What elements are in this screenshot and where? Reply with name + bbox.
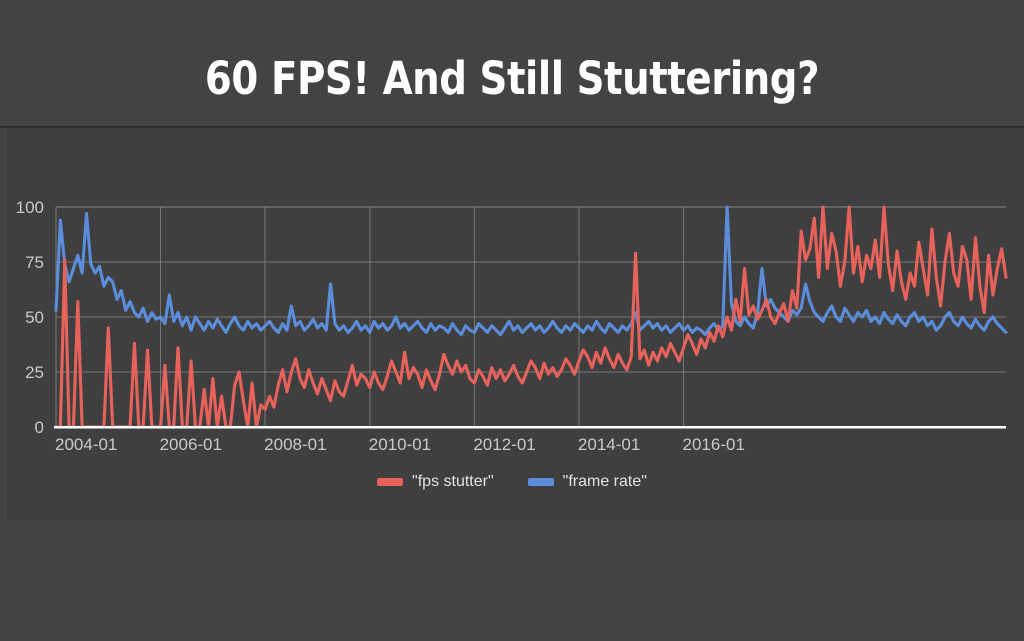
title-divider <box>0 126 1024 128</box>
x-tick-label: 2006-01 <box>160 435 222 454</box>
y-tick-label: 25 <box>25 363 44 382</box>
y-tick-label: 0 <box>35 418 44 437</box>
y-tick-label: 100 <box>16 198 44 217</box>
x-axis-tick-labels: 2004-01 2006-01 2008-01 2010-01 2012-01 2014-… <box>55 435 745 454</box>
x-tick-label: 2014-01 <box>578 435 640 454</box>
y-tick-label: 75 <box>25 253 44 272</box>
x-tick-label: 2004-01 <box>55 435 117 454</box>
x-tick-label: 2008-01 <box>264 435 326 454</box>
chart-series-group <box>54 205 1008 429</box>
legend-swatch-icon <box>377 478 404 486</box>
series-line-frame-rate <box>54 205 1008 337</box>
series-line-fps-stutter <box>54 205 1008 429</box>
y-tick-label: 50 <box>25 308 44 327</box>
y-axis-tick-labels: 0 25 50 75 100 <box>16 198 44 437</box>
page-title: 60 FPS! And Still Stuttering? <box>204 52 820 105</box>
x-tick-label: 2012-01 <box>473 435 535 454</box>
x-tick-label: 2016-01 <box>683 435 745 454</box>
legend-swatch-icon <box>527 478 554 486</box>
chart-legend: "fps stutter" "frame rate" <box>0 473 1024 491</box>
legend-label: "frame rate" <box>562 473 647 490</box>
legend-item[interactable]: "frame rate" <box>527 473 647 491</box>
title-band: 60 FPS! And Still Stuttering? <box>0 0 1024 127</box>
legend-label: "fps stutter" <box>412 473 494 490</box>
legend-item[interactable]: "fps stutter" <box>377 473 494 491</box>
x-tick-label: 2010-01 <box>369 435 431 454</box>
chart-panel: 0 25 50 75 100 2004-01 2006-01 2008-01 2010-01 2… <box>5 128 1024 520</box>
